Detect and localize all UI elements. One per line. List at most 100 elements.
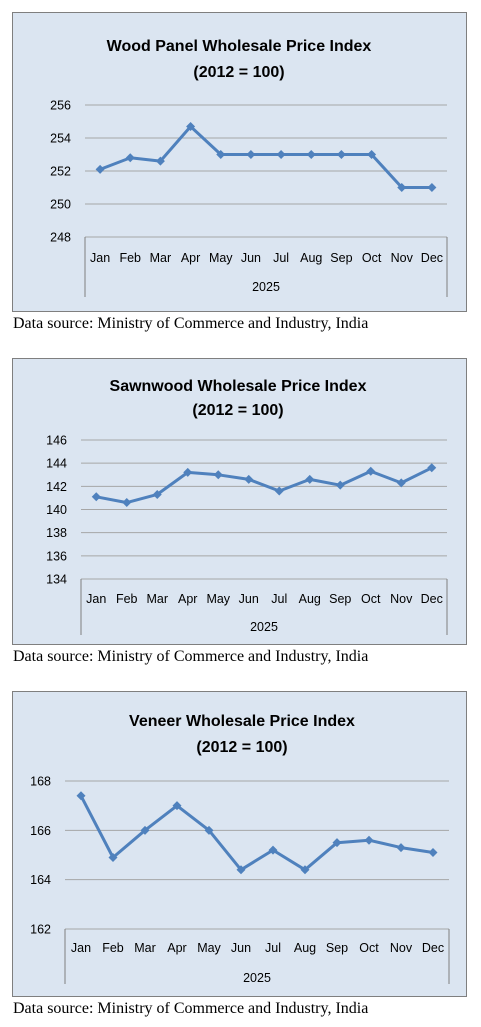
data-point <box>332 838 342 848</box>
data-point <box>366 466 376 476</box>
plot-area: 162 164 166 168 Jan Feb Mar Apr May Jun Jul Aug Sep O… <box>30 775 450 985</box>
data-point <box>428 848 438 858</box>
x-tick-label: Jun <box>231 941 251 955</box>
x-tick-label: Nov <box>391 251 414 265</box>
x-tick-label: Jan <box>71 941 91 955</box>
y-tick-label: 168 <box>30 775 51 789</box>
chart-title: Veneer Wholesale Price Index <box>129 713 355 730</box>
data-point <box>367 150 377 159</box>
x-tick-label: Jul <box>271 592 287 606</box>
y-tick-label: 142 <box>46 480 67 494</box>
y-tick-label: 140 <box>46 503 67 517</box>
data-point <box>95 164 105 174</box>
x-group-label: 2025 <box>250 620 278 634</box>
x-tick-label: Apr <box>178 592 197 606</box>
y-tick-label: 256 <box>50 99 71 113</box>
data-point <box>305 474 315 484</box>
data-point <box>152 489 162 499</box>
data-source-note: Data source: Ministry of Commerce and In… <box>13 1000 369 1017</box>
chart-title: Wood Panel Wholesale Price Index <box>107 38 372 55</box>
data-point <box>122 498 132 508</box>
chart-panel-wood-panel: Wood Panel Wholesale Price Index (2012 =… <box>12 12 467 312</box>
data-point <box>396 843 406 853</box>
x-tick-label: Nov <box>390 941 413 955</box>
chart-svg: Wood Panel Wholesale Price Index (2012 =… <box>50 38 448 297</box>
x-tick-label: Feb <box>119 251 141 265</box>
data-point <box>364 835 374 845</box>
x-tick-label: Sep <box>330 251 352 265</box>
y-tick-label: 146 <box>46 434 67 448</box>
chart-title: Sawnwood Wholesale Price Index <box>110 378 367 395</box>
x-tick-label: Apr <box>167 941 186 955</box>
y-tick-label: 162 <box>30 923 51 937</box>
data-point <box>300 865 310 875</box>
data-point <box>91 492 101 502</box>
chart-subtitle: (2012 = 100) <box>192 402 283 419</box>
data-point <box>186 121 196 131</box>
data-point <box>335 480 345 490</box>
x-tick-label: Aug <box>294 941 316 955</box>
data-point <box>108 852 118 862</box>
x-group-label: 2025 <box>252 280 280 294</box>
series-line <box>96 466 433 505</box>
x-tick-label: May <box>209 251 233 265</box>
x-tick-label: Mar <box>134 941 156 955</box>
chart-subtitle: (2012 = 100) <box>193 64 284 81</box>
data-point <box>427 463 437 473</box>
y-tick-label: 164 <box>30 873 51 887</box>
x-tick-label: Mar <box>150 251 172 265</box>
chart-subtitle: (2012 = 100) <box>196 739 287 756</box>
chart-panel-veneer: Veneer Wholesale Price Index (2012 = 100… <box>12 691 467 997</box>
x-tick-label: Feb <box>116 592 138 606</box>
x-tick-label: Oct <box>362 251 382 265</box>
x-group-label: 2025 <box>243 971 271 985</box>
series-line <box>99 125 432 189</box>
y-tick-label: 144 <box>46 457 67 471</box>
data-point <box>204 825 214 835</box>
plot-area: 248 250 252 254 256 Jan Feb Mar Apr May Jun Jul Aug S… <box>50 99 448 297</box>
data-point <box>140 825 150 835</box>
data-point <box>246 150 256 159</box>
x-tick-label: Jul <box>273 251 289 265</box>
x-tick-label: Dec <box>422 941 444 955</box>
data-point <box>306 150 316 159</box>
x-tick-label: Feb <box>102 941 124 955</box>
data-point <box>172 801 182 811</box>
data-point <box>155 156 165 166</box>
data-point <box>276 150 286 159</box>
data-point <box>76 791 86 801</box>
data-point <box>125 153 135 163</box>
data-point <box>216 150 226 159</box>
y-tick-label: 252 <box>50 165 71 179</box>
data-point <box>244 474 254 484</box>
x-tick-label: Jun <box>239 592 259 606</box>
x-tick-label: Jul <box>265 941 281 955</box>
y-tick-label: 138 <box>46 526 67 540</box>
data-source-note: Data source: Ministry of Commerce and In… <box>13 315 369 332</box>
data-point <box>213 470 223 480</box>
data-source-note: Data source: Ministry of Commerce and In… <box>13 648 369 665</box>
series-line <box>79 795 434 872</box>
x-tick-label: Nov <box>390 592 413 606</box>
data-point <box>236 865 246 875</box>
x-tick-label: Jan <box>86 592 106 606</box>
x-tick-label: May <box>206 592 230 606</box>
y-tick-label: 136 <box>46 549 67 563</box>
x-tick-label: Sep <box>329 592 351 606</box>
x-tick-label: Aug <box>300 251 322 265</box>
chart-svg: Veneer Wholesale Price Index (2012 = 100… <box>30 713 450 985</box>
x-tick-label: Aug <box>299 592 321 606</box>
y-tick-label: 134 <box>46 573 67 587</box>
x-tick-label: Apr <box>181 251 200 265</box>
x-tick-label: Oct <box>361 592 381 606</box>
x-tick-label: Mar <box>146 592 168 606</box>
x-tick-label: Jun <box>241 251 261 265</box>
plot-area: 134 136 138 140 142 144 146 Jan Feb Mar Apr May Jun J… <box>46 434 448 635</box>
data-point <box>427 183 437 192</box>
y-tick-label: 248 <box>50 231 71 245</box>
y-tick-label: 254 <box>50 132 71 146</box>
data-point <box>183 467 193 477</box>
x-tick-label: Oct <box>359 941 379 955</box>
y-tick-label: 250 <box>50 198 71 212</box>
y-tick-label: 166 <box>30 824 51 838</box>
